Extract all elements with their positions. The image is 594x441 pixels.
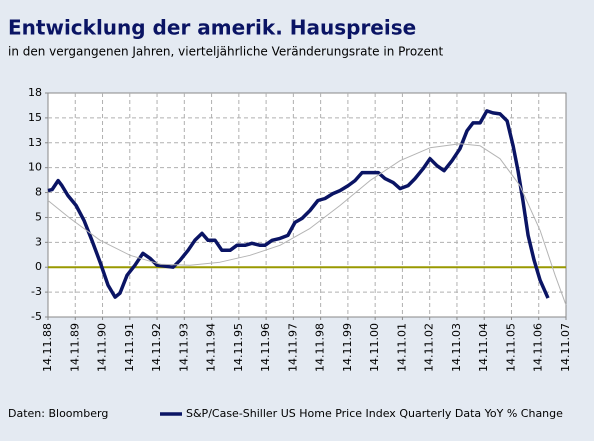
y-tick-label: 13 [28,136,42,149]
x-tick-label: 14.11.05 [504,323,517,372]
source: Daten: Bloomberg [8,407,108,420]
y-tick-label: 10 [28,161,42,174]
y-tick-label: -3 [31,285,42,298]
x-tick-label: 14.11.07 [559,323,572,372]
plot-area [47,92,567,318]
y-tick-label: 18 [28,86,42,99]
x-tick-label: 14.11.95 [232,323,245,372]
chart-subtitle: in den vergangenen Jahren, vierteljährli… [8,45,443,59]
y-tick-label: 3 [35,235,42,248]
x-tick-label: 14.11.92 [150,323,163,372]
x-tick-label: 14.11.97 [286,323,299,372]
x-tick-label: 14.11.93 [177,323,190,372]
x-tick-label: 14.11.91 [123,323,136,372]
x-tick-label: 14.11.00 [368,323,381,372]
trend-line [47,143,567,306]
x-tick-label: 14.11.88 [41,323,54,372]
y-tick-label: -5 [31,310,42,323]
x-tick-label: 14.11.06 [532,323,545,372]
x-tick-label: 14.11.96 [259,323,272,372]
y-tick-label: 8 [35,186,42,199]
x-tick-label: 14.11.89 [68,323,81,372]
x-tick-label: 14.11.90 [96,323,109,372]
y-tick-label: 15 [28,111,42,124]
x-tick-label: 14.11.98 [314,323,327,372]
x-tick-label: 14.11.99 [341,323,354,372]
y-tick-label: 0 [35,260,42,273]
chart-title: Entwicklung der amerik. Hauspreise [8,16,416,40]
x-tick-label: 14.11.94 [205,323,218,372]
x-tick-label: 14.11.03 [450,323,463,372]
series-line [47,109,550,299]
legend-label: S&P/Case-Shiller US Home Price Index Qua… [186,407,563,420]
x-tick-label: 14.11.01 [395,323,408,372]
x-tick-label: 14.11.04 [477,323,490,372]
x-tick-label: 14.11.02 [423,323,436,372]
y-tick-label: 5 [35,210,42,223]
